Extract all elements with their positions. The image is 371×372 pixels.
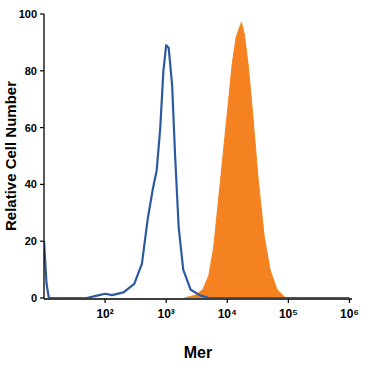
x-tick-label: 10⁵: [279, 307, 298, 321]
x-tick: [166, 299, 167, 303]
x-tick: [104, 299, 105, 303]
x-tick: [227, 299, 228, 303]
y-tick: [40, 127, 44, 128]
x-axis-label: Mer: [184, 344, 212, 361]
x-tick-label: 10⁴: [218, 307, 237, 321]
y-tick-label: 0: [31, 292, 37, 304]
y-tick: [40, 13, 44, 14]
y-tick-label: 80: [25, 65, 37, 77]
x-axis: [44, 298, 352, 299]
y-tick: [40, 70, 44, 71]
y-tick-label: 100: [19, 8, 37, 20]
y-tick: [40, 297, 44, 298]
x-tick-label: 10²: [96, 307, 113, 321]
y-tick-label: 20: [25, 235, 37, 247]
y-axis: [43, 14, 44, 299]
x-tick: [288, 299, 289, 303]
y-tick: [40, 184, 44, 185]
y-tick-label: 60: [25, 122, 37, 134]
y-tick: [40, 241, 44, 242]
y-axis-label: Relative Cell Number: [2, 81, 19, 231]
histogram-line: [44, 45, 349, 298]
y-tick-label: 40: [25, 178, 37, 190]
x-tick-label: 10⁶: [340, 307, 359, 321]
chart: 0 20 40 60 80 100 10² 10³ 10⁴ 10⁵ 10⁶ Mer Relative C…: [0, 0, 371, 372]
histogram-area: [185, 23, 286, 298]
x-tick-label: 10³: [158, 307, 175, 321]
x-tick: [349, 299, 350, 303]
plot-area: [44, 23, 349, 298]
